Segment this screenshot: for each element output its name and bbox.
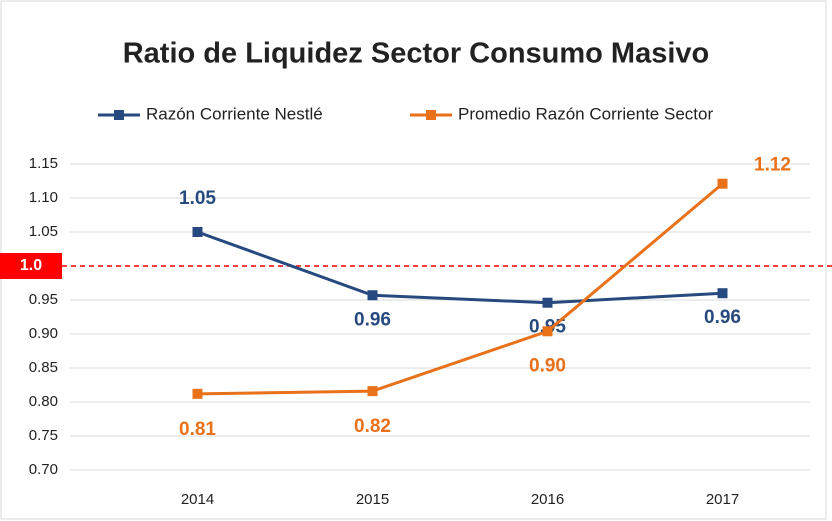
data-label: 0.96 [704, 307, 741, 328]
point-marker [542, 326, 553, 337]
chart-title: Ratio de Liquidez Sector Consumo Masivo [123, 38, 710, 70]
y-tick-label: 0.95 [29, 291, 58, 308]
data-label: 1.12 [754, 155, 791, 176]
y-tick-label: 1.10 [29, 189, 58, 206]
series-line [197, 182, 724, 396]
x-tick-label: 2016 [531, 491, 564, 508]
legend-marker [114, 110, 124, 120]
legend-label: Promedio Razón Corriente Sector [458, 104, 713, 123]
y-tick-label: 0.80 [29, 393, 58, 410]
legend-label: Razón Corriente Nestlé [146, 104, 323, 123]
data-label: 0.96 [354, 309, 391, 330]
x-tick-label: 2014 [181, 491, 214, 508]
y-tick-label: 0.85 [29, 359, 58, 376]
point-marker [542, 297, 553, 308]
point-marker [717, 178, 728, 189]
y-tick-label: 1.05 [29, 223, 58, 240]
legend-marker [426, 110, 436, 120]
point-marker [192, 388, 203, 399]
reference-label: 1.0 [20, 257, 42, 274]
series-line [196, 230, 723, 305]
y-tick-label: 0.90 [29, 325, 58, 342]
reference-label-box [0, 253, 62, 279]
y-tick-label: 1.15 [29, 155, 58, 172]
data-label: 0.81 [179, 419, 216, 440]
point-marker [192, 227, 203, 237]
point-marker [717, 288, 728, 299]
data-label: 1.05 [179, 188, 216, 209]
data-label: 0.82 [354, 416, 391, 437]
point-marker [367, 290, 378, 301]
y-tick-label: 0.70 [29, 461, 58, 478]
point-marker [367, 386, 378, 397]
y-tick-label: 0.75 [29, 427, 58, 444]
data-label: 0.90 [529, 355, 566, 376]
x-tick-label: 2017 [706, 491, 739, 508]
x-tick-label: 2015 [356, 491, 389, 508]
